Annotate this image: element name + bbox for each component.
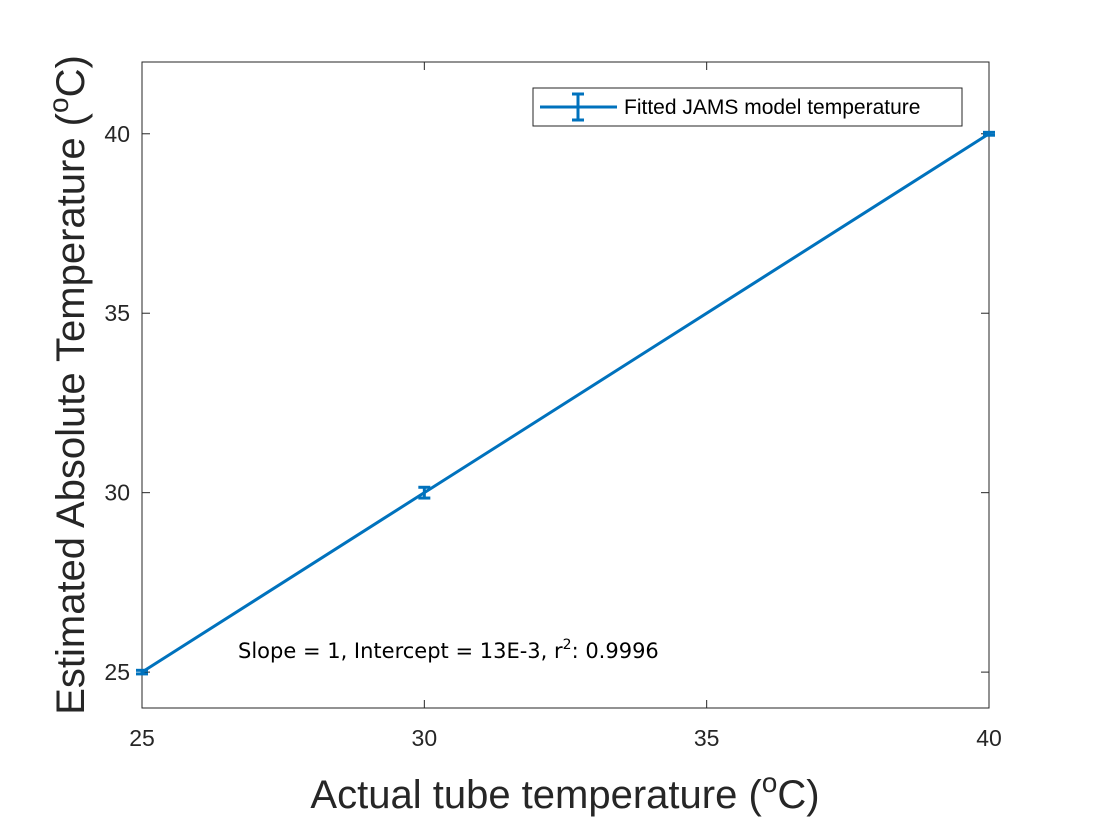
x-axis-title-main: Actual tube temperature (	[310, 773, 762, 817]
y-tick-label: 25	[104, 659, 130, 685]
x-tick-label: 40	[976, 725, 1002, 751]
fit-annotation-sup: 2	[563, 637, 572, 653]
legend-label: Fitted JAMS model temperature	[624, 96, 920, 119]
x-tick-label: 25	[129, 725, 155, 751]
x-tick-label: 30	[412, 725, 438, 751]
x-tick-label: 35	[694, 725, 720, 751]
x-axis-title-sup: o	[762, 767, 778, 798]
y-axis-title-unit: C)	[49, 55, 93, 97]
x-axis-title-unit: C)	[777, 773, 819, 817]
series-layer	[136, 130, 995, 676]
y-axis-title-main: Estimated Absolute Temperature (	[49, 112, 93, 714]
fit-annotation-main: Slope = 1, Intercept = 13E-3, r	[238, 639, 563, 663]
axis-ticks: 25 30 35 40 25 30 35 40	[104, 62, 1002, 751]
y-tick-label: 35	[104, 300, 130, 326]
fit-annotation: Slope = 1, Intercept = 13E-3, r2: 0.9996	[238, 637, 659, 663]
legend: Fitted JAMS model temperature	[532, 87, 963, 127]
y-tick-label: 30	[104, 480, 130, 506]
plot-area	[141, 61, 990, 709]
y-tick-label: 40	[104, 121, 130, 147]
y-axis-title: Estimated Absolute Temperature (oC)	[43, 55, 93, 715]
fit-annotation-value: : 0.9996	[572, 639, 659, 663]
x-axis-title: Actual tube temperature (oC)	[310, 767, 819, 817]
y-axis-title-sup: o	[43, 97, 74, 113]
